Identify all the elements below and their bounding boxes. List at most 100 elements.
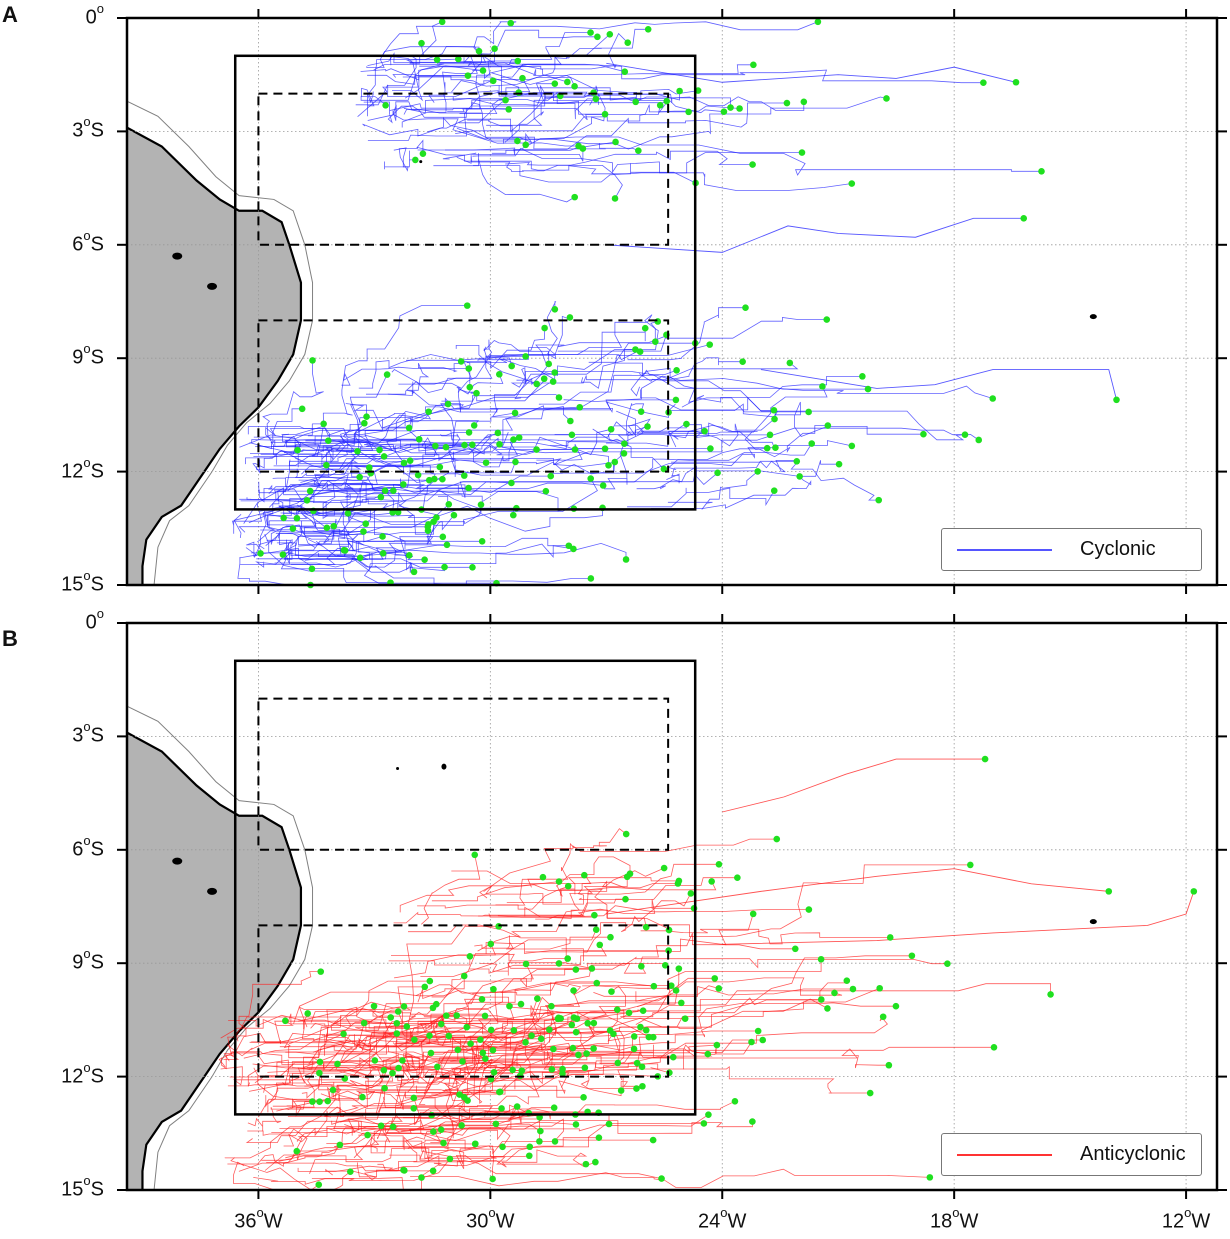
endpoint-dot [421,983,429,991]
eddy-track [274,530,429,568]
eddy-track [417,102,787,156]
endpoint-dot [1113,396,1120,404]
eddy-track [285,1136,476,1159]
endpoint-dot [293,514,301,522]
endpoint-dot [701,427,708,435]
endpoint-dot [376,446,383,454]
endpoint-dot [652,338,659,345]
endpoint-dot [426,1032,433,1039]
endpoint-dot [293,1147,301,1155]
eddy-track [367,45,480,95]
endpoint-dot [849,985,857,993]
eddy-track [483,339,513,367]
eddy-track [321,428,612,460]
eddy-track [441,334,667,402]
endpoint-dot [649,1136,657,1144]
endpoint-dot [565,542,573,550]
endpoint-dot [754,468,761,475]
endpoint-dot [454,1046,462,1054]
endpoint-dot [465,429,473,436]
endpoint-dot [537,1127,544,1135]
endpoint-dot [418,39,425,47]
endpoint-dot [706,341,714,348]
endpoint-dot [731,1097,739,1105]
eddy-track [557,317,827,352]
endpoint-dot [592,926,600,933]
endpoint-dot [456,1091,463,1098]
endpoint-dot [644,423,651,430]
eddy-track [485,942,669,954]
eddy-track [300,449,465,483]
eddy-track [328,996,552,1072]
endpoint-dot [510,1027,518,1034]
endpoint-dot [564,955,571,962]
eddy-track [636,465,718,490]
eddy-track [455,104,689,134]
endpoint-dot [377,1122,385,1130]
endpoint-dot [323,524,331,532]
endpoint-dot [848,180,856,187]
endpoint-dot [405,551,413,559]
eddy-track [265,403,449,441]
eddy-track [283,1088,385,1147]
endpoint-dot [399,1057,406,1064]
endpoint-dot [514,137,521,145]
eddy-track [639,913,754,965]
eddy-track [483,838,777,892]
eddy-track [247,1101,320,1132]
x-tick-label: 12oW [1161,1205,1211,1233]
eddy-track [273,437,625,467]
endpoint-dot [607,425,615,433]
endpoint-dot [876,984,883,992]
eddy-track [389,1154,662,1179]
endpoint-dot [359,1093,366,1101]
eddy-track [257,524,383,550]
eddy-track [257,444,435,484]
eddy-track [447,60,518,113]
endpoint-dot [749,1118,756,1125]
eddy-track [452,362,799,409]
endpoint-dot [1020,215,1028,222]
endpoint-dot [419,150,427,157]
y-tick-label: 15oS [61,1173,104,1201]
endpoint-dot [759,1036,767,1044]
endpoint-dot [478,538,486,545]
endpoint-dot [681,1015,689,1022]
eddy-track [506,888,647,928]
endpoint-dot [981,755,989,763]
endpoint-dot [542,487,550,495]
eddy-track [230,1157,320,1191]
endpoint-dot [341,547,349,554]
eddy-track [361,87,386,117]
endpoint-dot [317,968,325,975]
endpoint-dot [814,18,822,26]
eddy-track [606,217,1024,253]
endpoint-dot [550,1104,558,1112]
endpoint-dot [908,952,916,960]
endpoint-dot [824,1005,831,1012]
endpoint-dot [363,413,370,420]
eddy-track [237,557,311,586]
endpoint-dot [961,431,969,439]
endpoint-dot [525,1152,533,1160]
eddy-track [343,1111,588,1148]
eddy-track [341,366,469,386]
land-brazil [127,127,301,586]
legend-label-anticyclonic: Anticyclonic [1080,1143,1186,1165]
eddy-track [233,1161,351,1191]
eddy-track [251,1022,415,1047]
endpoint-dot [361,419,368,427]
endpoint-dot [460,472,468,479]
legend-anticyclonic: Anticyclonic [941,1133,1202,1176]
endpoint-dot [515,434,523,441]
eddy-track [275,481,404,546]
eddy-track [380,1105,599,1129]
endpoint-dot [805,408,812,416]
endpoint-dot [611,195,619,202]
endpoint-dot [439,533,447,541]
endpoint-dot [400,1166,407,1174]
endpoint-dot [382,102,389,109]
endpoint-dot [587,29,594,36]
endpoint-dot [626,870,634,878]
eddy-track [404,32,628,99]
